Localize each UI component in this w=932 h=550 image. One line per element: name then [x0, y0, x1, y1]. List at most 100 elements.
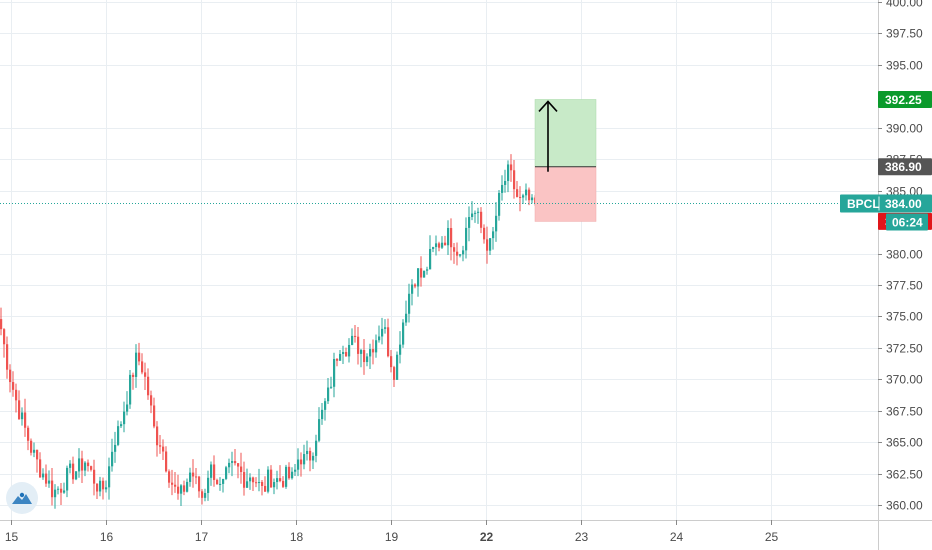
candle-body — [525, 189, 528, 196]
candle-body — [528, 189, 531, 201]
x-tick-label: 15 — [5, 530, 19, 544]
candle — [477, 207, 480, 224]
candle-body — [447, 228, 450, 246]
candle — [84, 461, 87, 477]
candle — [510, 154, 513, 182]
candle — [468, 206, 471, 242]
candle-body — [219, 483, 222, 485]
candle-body — [141, 361, 144, 373]
candle-body — [12, 382, 15, 390]
candle-body — [354, 335, 357, 337]
candle — [210, 461, 213, 486]
candle — [240, 452, 243, 484]
candle-body — [216, 479, 219, 485]
candle — [120, 421, 123, 429]
candle — [459, 254, 462, 258]
candle — [519, 186, 522, 212]
candle-body — [102, 480, 105, 490]
candle — [306, 440, 309, 461]
candle-body — [531, 197, 534, 201]
candle-body — [36, 449, 39, 460]
candle-body — [87, 462, 90, 467]
candle-body — [27, 427, 30, 441]
candle-body — [201, 491, 204, 498]
candle-body — [480, 211, 483, 228]
candle — [417, 268, 420, 297]
x-tick-label: 16 — [100, 530, 114, 544]
candle — [525, 183, 528, 201]
candle-body — [228, 462, 231, 468]
candle — [0, 307, 3, 336]
candle — [255, 477, 258, 488]
candle — [9, 364, 12, 393]
candle — [105, 480, 108, 493]
candle-body — [45, 473, 48, 484]
candle-body — [483, 227, 486, 240]
candle-body — [270, 469, 273, 488]
candle-body — [297, 459, 300, 470]
candle-body — [177, 486, 180, 494]
profit-zone[interactable] — [534, 99, 597, 167]
candle-body — [186, 481, 189, 492]
candle — [6, 336, 9, 379]
candle — [399, 331, 402, 364]
candle — [183, 480, 186, 496]
long-position-tool[interactable] — [534, 99, 597, 222]
candle-body — [390, 356, 393, 368]
candle-body — [351, 335, 354, 345]
candle — [192, 459, 195, 488]
y-tick-label: 400.00 — [886, 0, 923, 10]
candle — [78, 448, 81, 478]
candle — [153, 397, 156, 429]
candle-body — [372, 349, 375, 353]
candle-body — [18, 400, 21, 420]
candle-body — [204, 492, 207, 498]
candle — [327, 377, 330, 404]
y-tick-label: 397.50 — [886, 27, 923, 41]
candle — [129, 369, 132, 409]
candle-body — [441, 242, 444, 248]
candle-body — [183, 485, 186, 492]
candle — [99, 476, 102, 497]
y-axis: 360.00 362.50 365.00 367.50 370.00 372.50 375.… — [878, 0, 923, 513]
candle-body — [459, 254, 462, 256]
candle — [444, 235, 447, 246]
candle — [363, 338, 366, 375]
candle — [261, 479, 264, 496]
candle — [225, 465, 228, 481]
candle-body — [99, 480, 102, 492]
candle-body — [507, 164, 510, 181]
candle-body — [294, 469, 297, 472]
candle — [498, 190, 501, 221]
candle-body — [222, 478, 225, 484]
candle-body — [375, 340, 378, 353]
candle-body — [420, 268, 423, 278]
candle-body — [336, 358, 339, 361]
candle — [159, 434, 162, 454]
candle-body — [411, 284, 414, 294]
candle-body — [387, 327, 390, 357]
candle — [219, 477, 222, 491]
x-tick-label: 18 — [290, 530, 304, 544]
stop-loss-zone[interactable] — [534, 166, 597, 222]
candle-body — [342, 352, 345, 354]
current-price-tag — [840, 194, 932, 213]
candle — [102, 477, 105, 500]
candle — [408, 283, 411, 323]
candle — [315, 434, 318, 463]
candle-body — [330, 386, 333, 388]
candle-body — [231, 461, 234, 463]
y-tick-label: 362.50 — [886, 468, 923, 482]
candle-body — [453, 247, 456, 252]
candle-body — [477, 211, 480, 213]
candle — [336, 358, 339, 367]
candle-body — [240, 466, 243, 473]
candle-body — [333, 358, 336, 387]
candle-body — [405, 313, 408, 323]
candle-body — [180, 485, 183, 494]
arrow-head-icon — [538, 100, 558, 112]
candle — [453, 243, 456, 264]
candle — [276, 470, 279, 490]
